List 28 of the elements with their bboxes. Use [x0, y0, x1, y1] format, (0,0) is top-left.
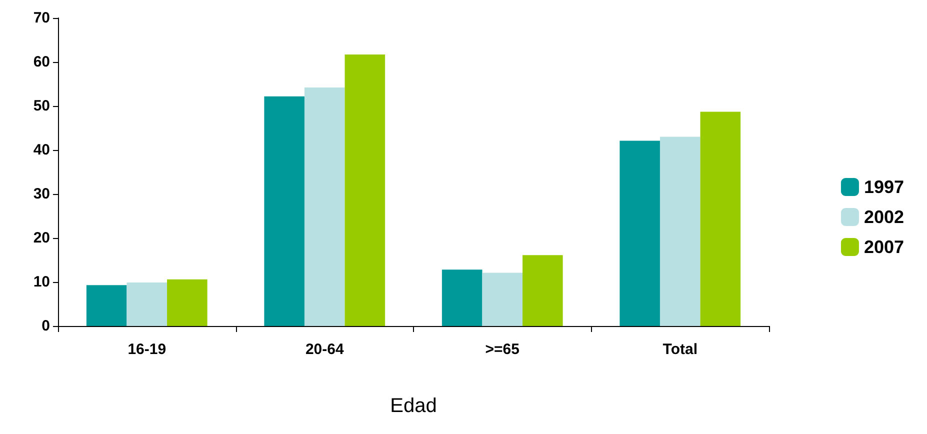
y-tick-label: 40: [33, 142, 50, 158]
y-tick-label: 50: [33, 98, 50, 114]
bar: [344, 54, 386, 326]
y-tick-label: 30: [33, 186, 50, 202]
y-tick-label: 70: [33, 10, 50, 26]
legend-label: 2007: [864, 237, 904, 257]
bar: [700, 112, 741, 326]
x-tick-label: >=65: [485, 341, 520, 358]
bar: [482, 272, 523, 326]
x-axis-title: Edad: [390, 395, 437, 417]
y-tick-label: 20: [33, 230, 50, 246]
bar: [86, 285, 127, 326]
bar: [660, 136, 700, 326]
y-tick-label: 60: [33, 54, 50, 70]
x-tick-label: Total: [662, 341, 698, 358]
bar: [264, 96, 304, 326]
bar: [304, 88, 345, 326]
bar: [620, 140, 660, 326]
x-tick-label: 20-64: [305, 341, 344, 358]
bar: [522, 255, 563, 326]
bar: [167, 279, 208, 326]
legend-label: 2002: [864, 207, 904, 227]
legend-label: 1997: [864, 177, 904, 197]
y-tick-label: 0: [42, 318, 50, 334]
bar: [442, 270, 482, 326]
y-tick-label: 10: [33, 274, 50, 290]
bar: [126, 282, 168, 326]
x-tick-label: 16-19: [128, 341, 166, 358]
